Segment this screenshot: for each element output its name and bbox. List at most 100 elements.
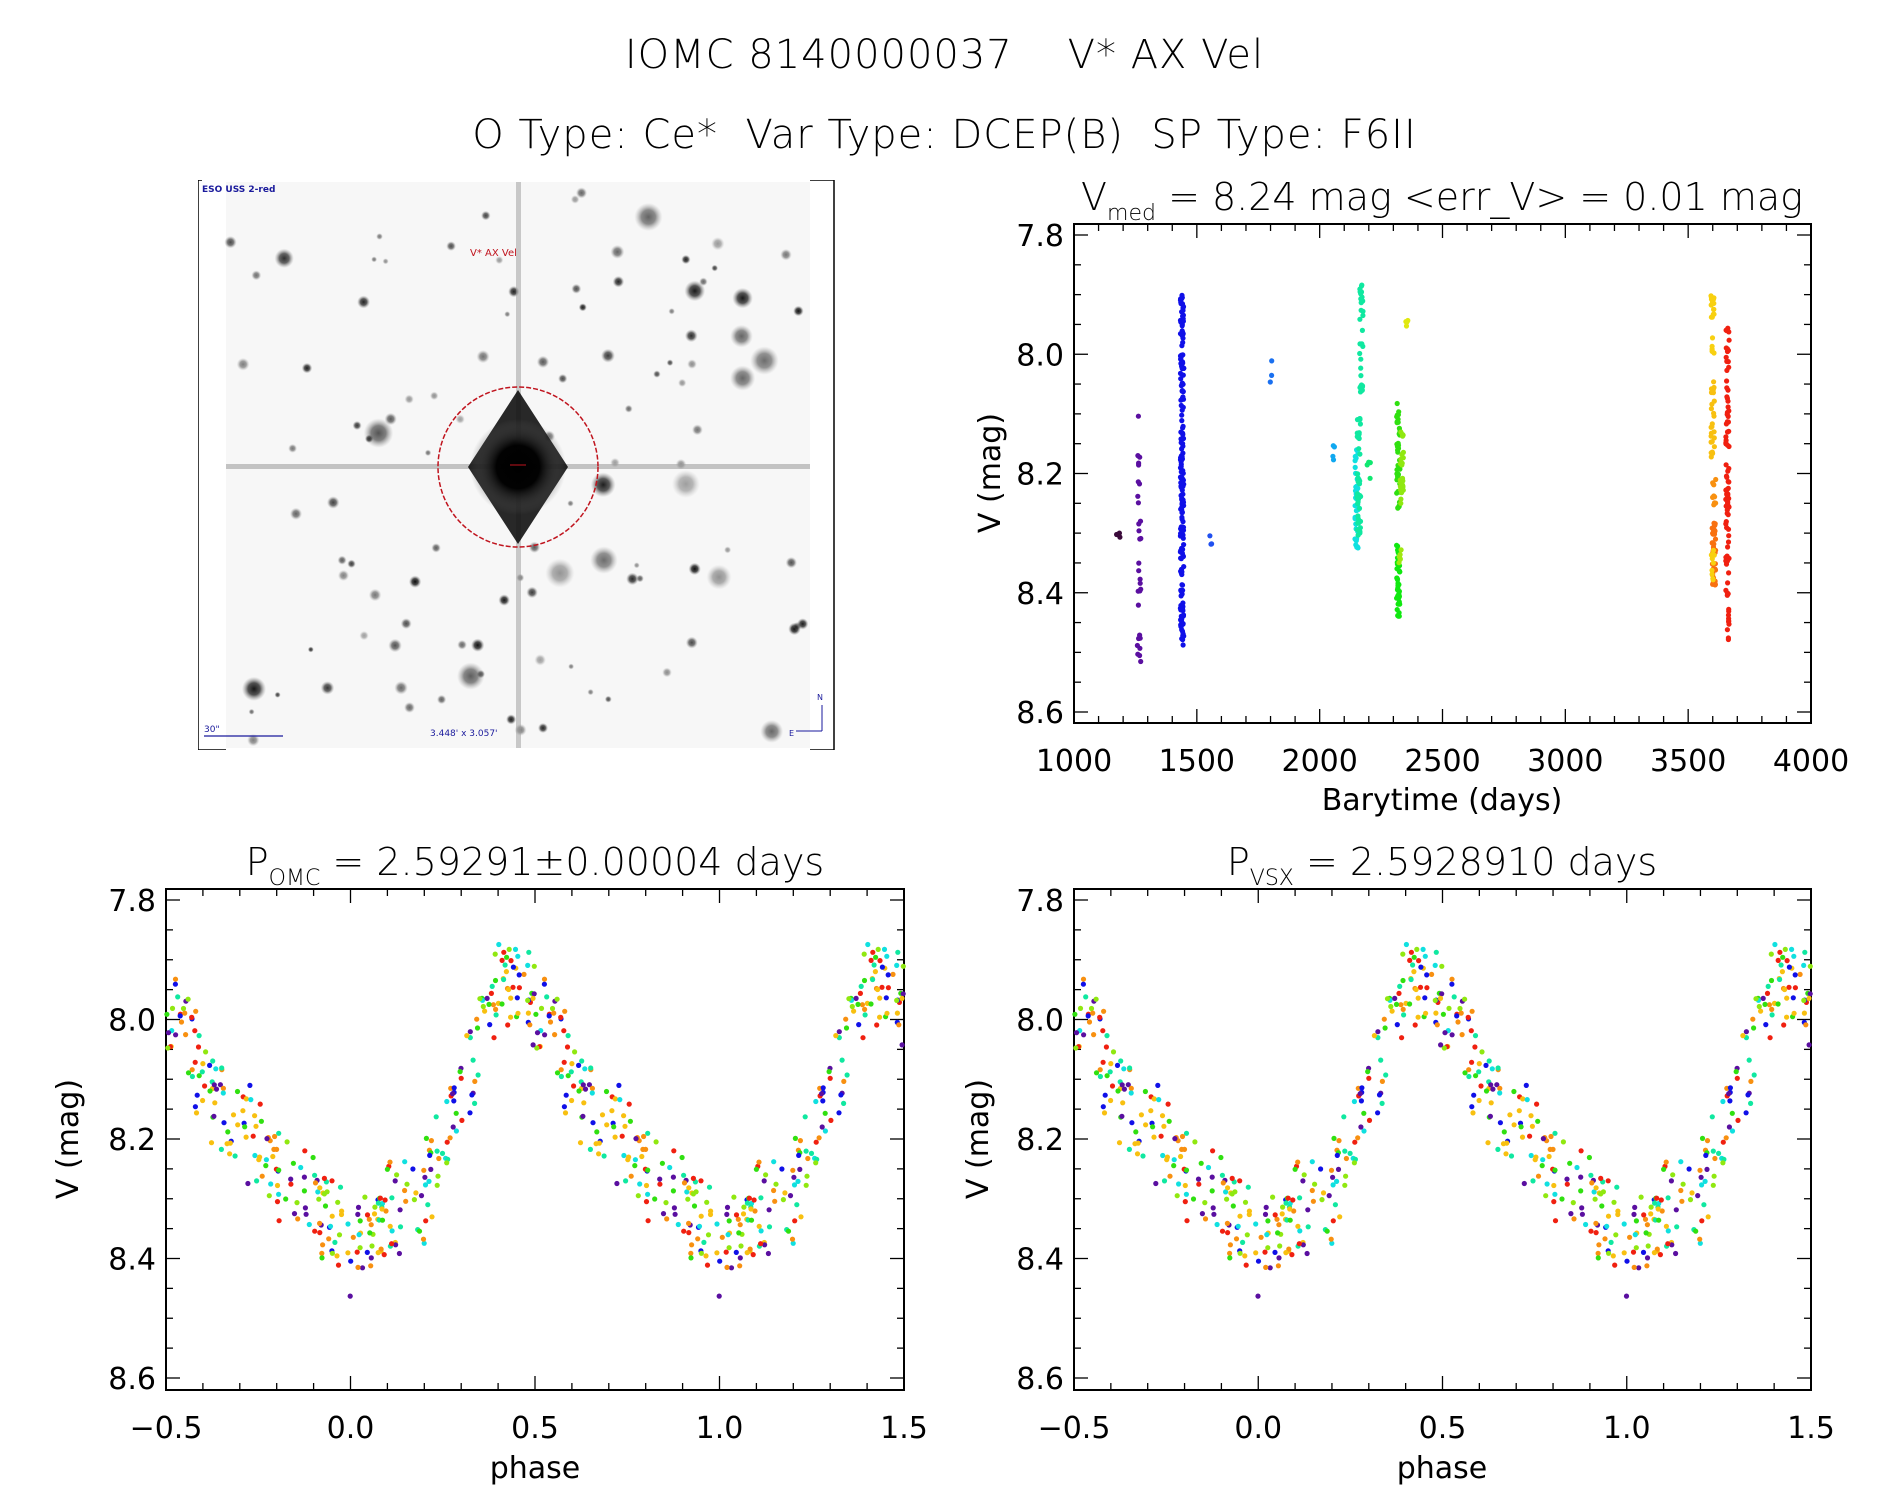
data-point [1578,1148,1584,1154]
data-point [1740,1033,1746,1039]
data-point [1711,1173,1717,1179]
data-point [1415,1014,1421,1020]
data-point [1396,560,1402,566]
data-point [1151,1096,1157,1102]
data-point [1202,1216,1209,1222]
data-point [475,1072,481,1078]
sky-star [536,355,550,369]
data-point [1263,1204,1269,1210]
data-point [501,976,507,983]
lightcurve-plot: 1000 1500 2000 2500 3000 3500 4000 7.8 8.0 8.2 8.4… [973,175,1849,818]
phase-vsx-title-sub: VSX [1250,866,1294,891]
data-point [492,977,499,984]
data-point [426,1178,432,1184]
data-point [250,1133,256,1139]
sky-star [633,562,640,569]
data-point [1762,1001,1768,1008]
data-point [1343,1173,1349,1179]
data-point [413,1190,419,1196]
data-point [643,1182,650,1189]
data-point [1396,409,1402,415]
data-point [1710,547,1717,554]
data-point [1709,346,1715,352]
data-point [1300,1242,1306,1248]
data-point [284,1139,290,1145]
data-point [1357,350,1363,357]
data-point [1400,977,1406,984]
data-point [1182,1182,1188,1189]
sky-star [382,258,389,265]
data-point [626,1101,632,1107]
data-point [816,1135,822,1141]
sky-star [681,254,691,265]
data-point [338,1211,345,1218]
data-point [1343,1155,1349,1162]
data-point [418,1193,425,1199]
lightcurve-xlabel: Barytime (days) [1322,783,1563,818]
data-point [457,1069,463,1075]
data-point [737,1222,743,1228]
data-point [1324,1228,1330,1234]
data-point [733,1212,740,1218]
data-point [348,1258,354,1264]
data-point [1183,1130,1190,1136]
data-point [1134,1151,1141,1157]
data-point [561,1059,567,1065]
data-point [459,1117,465,1123]
data-point [1424,972,1430,978]
data-point [1424,985,1430,991]
data-point [252,1113,258,1119]
data-point [632,1157,639,1163]
data-point [1359,327,1365,333]
data-point [1180,307,1186,314]
data-point [350,1234,356,1240]
data-point [1351,1098,1357,1105]
data-point [1253,1221,1259,1227]
data-point [1412,1022,1418,1028]
data-point [177,1013,183,1019]
data-point [258,1118,264,1124]
data-point [302,1205,308,1211]
data-point [319,1255,325,1261]
data-point [1230,1203,1236,1209]
data-point [1729,1128,1736,1134]
data-point [704,1199,710,1205]
data-point [571,1083,577,1089]
data-point [1136,462,1142,468]
data-point [526,949,532,955]
data-point [1697,1240,1703,1246]
data-point [808,1150,815,1156]
sky-star [612,275,625,288]
data-point [1723,473,1730,479]
data-point [688,1250,694,1256]
data-point [726,1245,732,1251]
data-point [1359,387,1365,393]
data-point [547,1019,554,1025]
data-point [1495,1065,1501,1071]
data-point [604,1122,610,1128]
data-point [1179,1146,1185,1152]
sky-star [711,237,725,251]
data-point [387,1159,393,1165]
data-point [1209,1188,1215,1194]
data-point [1127,1065,1133,1071]
data-point [377,1195,383,1201]
data-point [900,963,906,969]
target-label: V* AX Vel [470,248,517,259]
data-point [1459,1032,1465,1038]
data-point [1534,1101,1540,1107]
data-point [1723,354,1729,360]
data-point [1073,1045,1079,1051]
data-point [627,1118,634,1124]
data-point [1174,1193,1180,1199]
data-point [1394,542,1400,549]
data-point [1138,1112,1144,1118]
lightcurve-ytick-label: 8.2 [1016,458,1064,493]
data-point [369,1243,375,1249]
data-point [387,1223,393,1229]
phase-vsx-title-rest: = 2.5928910 days [1294,840,1657,884]
data-point [1423,1010,1429,1016]
data-point [855,1001,861,1008]
data-point [474,1025,481,1031]
data-point [1711,410,1717,416]
